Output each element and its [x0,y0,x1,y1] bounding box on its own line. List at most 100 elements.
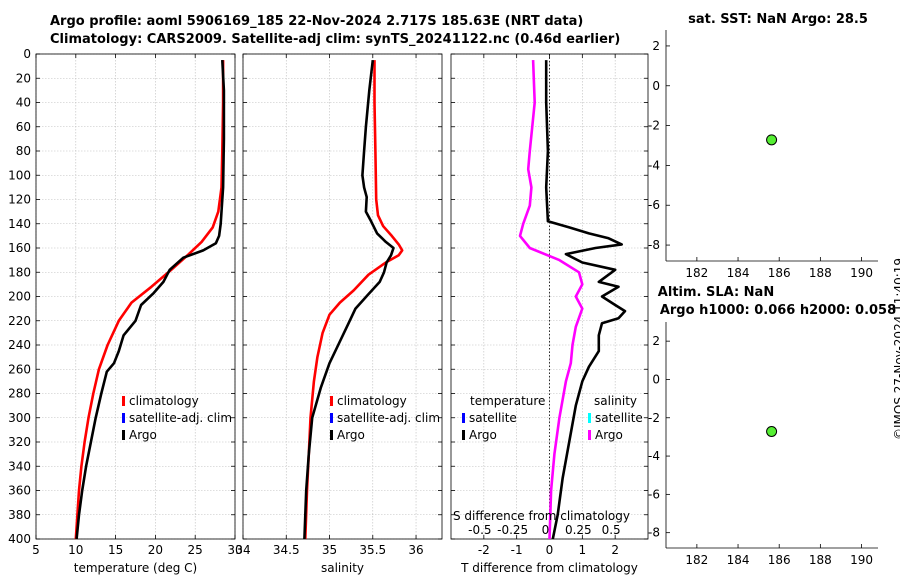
y-tick-label: 180 [8,265,31,279]
legend-salinity-label: climatology [337,394,407,408]
x-tick-label: 190 [850,266,873,280]
x-axis-label-difference: T difference from climatology [460,561,638,575]
y-tick-label: 100 [8,168,31,182]
legend-salinity-swatch [330,430,333,440]
y-tick-label: -8 [648,526,660,540]
y-tick-label: -2 [648,119,660,133]
legend-temperature-label: climatology [129,394,199,408]
y-tick-label: 40 [16,96,31,110]
x-tick-label: 25 [188,543,203,557]
x-tick-label: 34.5 [273,543,300,557]
sla-panel-title: Altim. SLA: NaN [658,285,774,300]
legend-diff-sal-label: Argo [595,428,623,442]
secondary-x-tick-label: -0.5 [468,523,491,537]
y-tick-label: 380 [8,508,31,522]
y-tick-label: 0 [652,79,660,93]
data-point [766,134,778,146]
y-tick-label: -4 [648,158,660,172]
y-tick-label: -8 [648,238,660,252]
x-tick-label: 35 [322,543,337,557]
x-tick-label: 15 [108,543,123,557]
x-tick-label: 188 [809,553,832,567]
y-tick-label: 260 [8,362,31,376]
secondary-x-tick-label: -0.25 [497,523,528,537]
header-line-2: Climatology: CARS2009. Satellite-adj cli… [50,32,621,47]
x-tick-label: 1 [579,543,587,557]
legend-temperature-swatch [122,413,125,423]
legend-diff-temp-title: temperature [470,394,545,408]
legend-salinity-label: Argo [337,428,365,442]
x-tick-label: 36 [408,543,423,557]
x-tick-label: 5 [32,543,40,557]
secondary-x-tick-label: 0 [542,523,550,537]
y-tick-label: -6 [648,198,660,212]
y-tick-label: 80 [16,144,31,158]
y-tick-label: 0 [23,47,31,61]
y-tick-label: -2 [648,411,660,425]
x-tick-label: -1 [511,543,523,557]
x-tick-label: 184 [727,266,750,280]
y-tick-label: 280 [8,387,31,401]
series-line-s-argo [518,60,584,540]
y-tick-label: -6 [648,487,660,501]
x-tick-label: 30 [227,543,242,557]
legend-diff-temp-swatch [462,430,465,440]
y-tick-label: 360 [8,484,31,498]
legend-diff-sal-title: salinity [594,394,637,408]
y-tick-label: -4 [648,449,660,463]
legend-temperature-label: satellite-adj. clim [129,411,232,425]
x-tick-label: 182 [685,266,708,280]
y-tick-label: 240 [8,338,31,352]
y-tick-label: 20 [16,71,31,85]
secondary-x-tick-label: 0.25 [565,523,592,537]
series-line-t-argo [544,60,627,540]
x-tick-label: 188 [809,266,832,280]
x-tick-label: 182 [685,553,708,567]
legend-salinity-label: satellite-adj. clim [337,411,440,425]
y-tick-label: 340 [8,459,31,473]
x-tick-label: 20 [148,543,163,557]
y-tick-label: 200 [8,290,31,304]
legend-diff-sal-label: satellite [595,411,643,425]
y-tick-label: 0 [652,372,660,386]
series-line-argo [303,59,395,540]
sst-panel-title: sat. SST: NaN Argo: 28.5 [688,12,868,27]
x-axis-label-temperature: temperature (deg C) [74,561,197,575]
legend-salinity-swatch [330,396,333,406]
header-line-1: Argo profile: aoml 5906169_185 22-Nov-20… [50,14,584,29]
y-tick-label: 60 [16,120,31,134]
imos-timestamp: ©IMOS 27-Nov-2024 11:40:19 [892,257,900,440]
legend-temperature-swatch [122,430,125,440]
y-tick-label: 320 [8,435,31,449]
y-tick-label: 120 [8,193,31,207]
legend-temperature-swatch [122,396,125,406]
legend-salinity-swatch [330,413,333,423]
series-line-climatology [304,60,404,540]
x-tick-label: 184 [727,553,750,567]
x-tick-label: 35.5 [359,543,386,557]
y-tick-label: 140 [8,217,31,231]
y-tick-label: 2 [652,334,660,348]
sla-panel-subtitle: Argo h1000: 0.066 h2000: 0.058 [660,303,896,318]
legend-diff-sal-swatch [588,430,591,440]
x-tick-label: 186 [768,266,791,280]
x-axis-label-salinity: salinity [321,561,364,575]
y-tick-label: 220 [8,314,31,328]
y-tick-label: 300 [8,411,31,425]
legend-temperature-label: Argo [129,428,157,442]
x-tick-label: -2 [478,543,490,557]
y-tick-label: 160 [8,241,31,255]
series-line-climatology [74,60,225,540]
x-tick-label: 10 [68,543,83,557]
legend-diff-temp-label: satellite [469,411,517,425]
x-tick-label: 186 [768,553,791,567]
y-tick-label: 2 [652,39,660,53]
legend-diff-temp-label: Argo [469,428,497,442]
x-tick-label: 0 [546,543,554,557]
y-tick-label: 400 [8,532,31,546]
series-line-argo [75,60,226,540]
data-point [766,425,778,437]
x-tick-label: 190 [850,553,873,567]
